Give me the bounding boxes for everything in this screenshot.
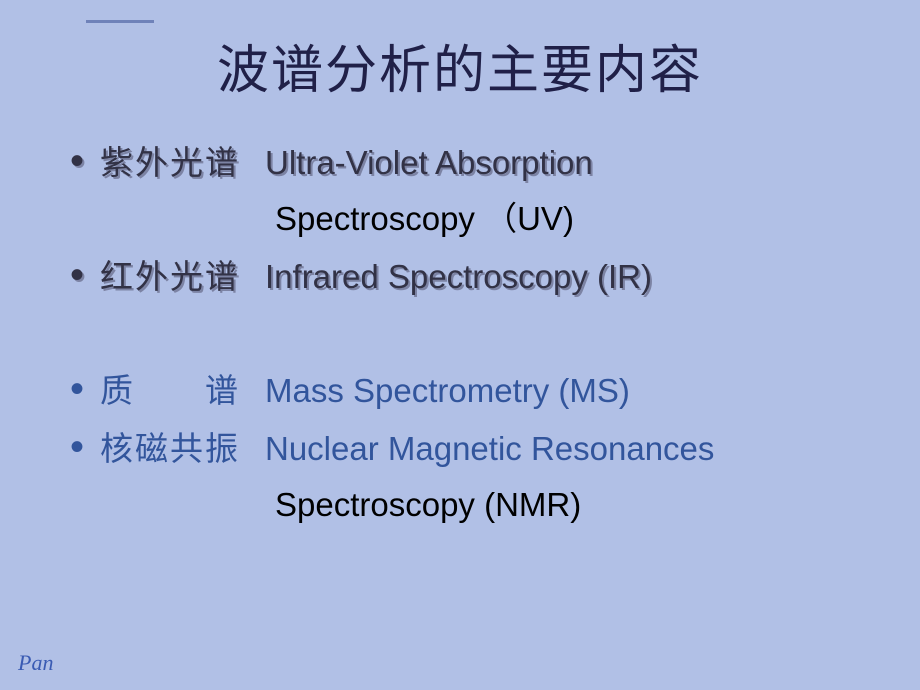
bullet-en-text: Mass Spectrometry (MS) bbox=[265, 363, 850, 419]
bullet-en-text: Ultra-Violet Absorption bbox=[265, 135, 850, 191]
bullet-nmr: • 核磁共振 Nuclear Magnetic Resonances bbox=[70, 419, 850, 477]
bullet-ir: • 红外光谱 Infrared Spectroscopy (IR) bbox=[70, 247, 850, 305]
bullet-cn-label: 红外光谱 bbox=[100, 249, 265, 305]
bullet-marker: • bbox=[70, 247, 100, 303]
blank-line bbox=[70, 305, 850, 361]
bullet-cn-label: 核磁共振 bbox=[100, 421, 265, 477]
footer-author: Pan bbox=[18, 650, 53, 676]
bullet-marker: • bbox=[70, 133, 100, 189]
bullet-marker: • bbox=[70, 361, 100, 417]
bullet-nmr-line2: Spectroscopy (NMR) bbox=[70, 477, 850, 533]
bullet-ms: • 质 谱 Mass Spectrometry (MS) bbox=[70, 361, 850, 419]
bullet-uv-line2: Spectroscopy （UV) bbox=[70, 191, 850, 247]
bullet-marker: • bbox=[70, 419, 100, 475]
slide-title: 波谱分析的主要内容 bbox=[0, 0, 920, 103]
bullet-en-text: Infrared Spectroscopy (IR) bbox=[265, 249, 850, 305]
bullet-uv: • 紫外光谱 Ultra-Violet Absorption bbox=[70, 133, 850, 191]
slide-content: • 紫外光谱 Ultra-Violet Absorption Spectrosc… bbox=[0, 103, 920, 533]
bullet-en-text: Nuclear Magnetic Resonances bbox=[265, 421, 850, 477]
accent-bar bbox=[86, 20, 154, 23]
bullet-cn-label: 紫外光谱 bbox=[100, 135, 265, 191]
bullet-cn-label: 质 谱 bbox=[100, 363, 265, 419]
